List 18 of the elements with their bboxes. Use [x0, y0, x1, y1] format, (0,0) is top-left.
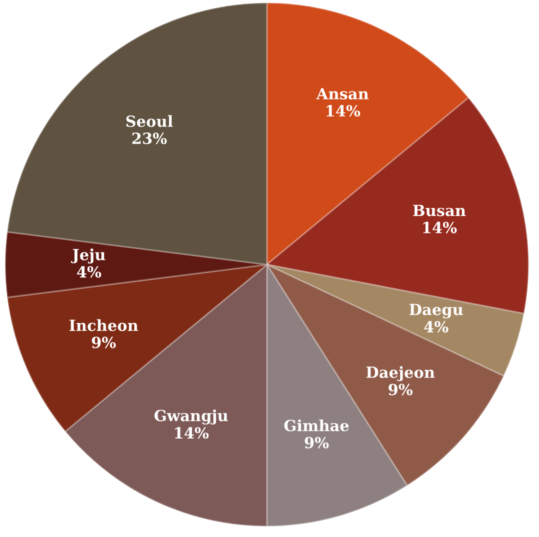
slice-label: Seoul: [126, 115, 173, 127]
data-label: 9%: [304, 436, 329, 448]
data-label: 14%: [326, 105, 360, 117]
data-label: 4%: [424, 320, 448, 333]
slice-label: Gimhae: [284, 419, 349, 432]
slice-label: Gwangju: [154, 410, 228, 425]
slice-label: Ansan: [316, 88, 369, 100]
data-label: 9%: [92, 336, 116, 348]
data-label: 9%: [388, 384, 413, 396]
data-label: 14%: [423, 222, 457, 234]
slice-label: Jeju: [71, 248, 106, 264]
slice-label: Busan: [413, 204, 466, 216]
slice-label: Daejeon: [366, 366, 435, 382]
data-label: 4%: [77, 266, 102, 278]
slice-label: Daegu: [409, 304, 463, 318]
data-label: 23%: [132, 132, 167, 144]
slice-label: Incheon: [69, 319, 138, 332]
data-label: 14%: [175, 427, 209, 439]
